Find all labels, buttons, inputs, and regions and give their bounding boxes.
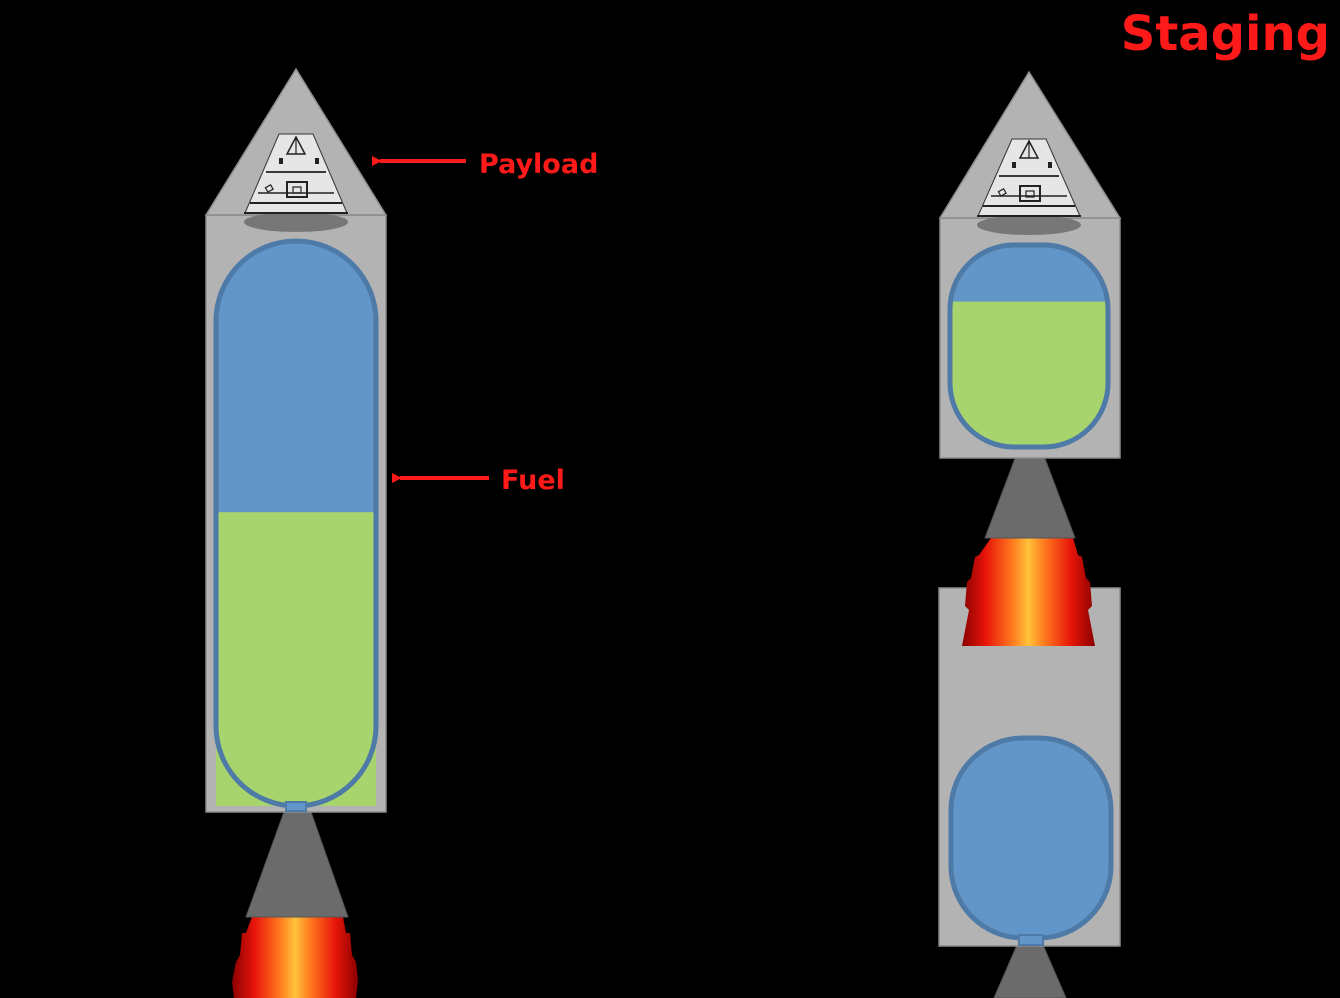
- single-stage-rocket: [204, 67, 388, 998]
- lower-stage-tank: [948, 735, 1114, 941]
- fuel-annotation: Fuel: [392, 465, 565, 496]
- upper-stage-flame: [962, 538, 1095, 646]
- fuel-level: [216, 512, 376, 806]
- diagram-title: Staging: [1121, 6, 1330, 62]
- lower-stage: [938, 587, 1121, 998]
- upper-fuel-level: [950, 301, 1108, 447]
- rocket-nozzle: [245, 811, 349, 918]
- upper-payload-capsule: [977, 138, 1081, 235]
- fuel-tank: [213, 238, 379, 812]
- payload-capsule: [244, 133, 348, 232]
- fuel-label: Fuel: [501, 465, 565, 496]
- upper-fuel-tank: [947, 242, 1111, 450]
- multi-stage-rocket: [938, 70, 1122, 998]
- payload-label: Payload: [479, 149, 598, 180]
- payload-annotation: Payload: [372, 149, 598, 180]
- upper-stage: [938, 70, 1122, 459]
- rocket-flame: [232, 917, 358, 998]
- upper-stage-nozzle: [984, 455, 1076, 539]
- lower-stage-nozzle: [993, 944, 1067, 998]
